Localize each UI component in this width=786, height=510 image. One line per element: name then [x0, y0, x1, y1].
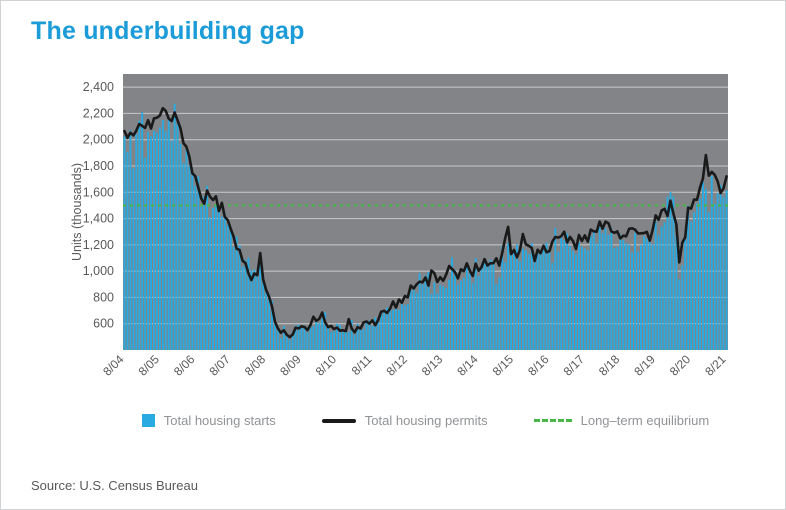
svg-text:8/16: 8/16: [525, 352, 552, 379]
svg-text:1,000: 1,000: [83, 264, 114, 278]
svg-text:800: 800: [93, 290, 114, 304]
chart: 600 800 1,000 1,200 1,400 1,600 1,800 2,000 2,20…: [1, 50, 785, 407]
legend-label: Long–term equilibrium: [580, 413, 710, 428]
svg-text:8/06: 8/06: [171, 352, 198, 379]
svg-text:8/14: 8/14: [454, 352, 481, 379]
svg-text:8/11: 8/11: [349, 352, 375, 378]
svg-text:8/21: 8/21: [702, 352, 729, 379]
svg-text:8/17: 8/17: [561, 352, 588, 379]
svg-text:2,400: 2,400: [83, 80, 114, 94]
source-text: Source: U.S. Census Bureau: [31, 478, 198, 493]
housing-starts-swatch-icon: [141, 414, 155, 427]
svg-text:8/05: 8/05: [136, 352, 163, 379]
legend-label: Total housing permits: [364, 413, 488, 428]
svg-text:2,200: 2,200: [83, 106, 114, 120]
svg-text:1,800: 1,800: [83, 159, 114, 173]
svg-text:1,600: 1,600: [83, 185, 114, 199]
legend-item-equilibrium: Long–term equilibrium: [533, 413, 710, 428]
svg-text:8/19: 8/19: [631, 352, 658, 379]
housing-starts-bars: [123, 103, 728, 351]
legend: Total housing starts Total housing permi…: [123, 413, 728, 428]
svg-text:8/07: 8/07: [206, 352, 233, 379]
svg-text:8/12: 8/12: [383, 352, 410, 379]
page-title: The underbuilding gap: [31, 17, 305, 45]
y-tick-labels: 600 800 1,000 1,200 1,400 1,600 1,800 2,000 2,20…: [83, 80, 114, 331]
legend-label: Total housing starts: [163, 413, 276, 428]
svg-text:8/15: 8/15: [490, 352, 517, 379]
permits-line: [123, 106, 728, 339]
equilibrium-swatch-icon: [533, 419, 572, 422]
legend-item-housing-starts: Total housing starts: [141, 413, 276, 428]
svg-text:8/09: 8/09: [277, 352, 304, 379]
svg-text:8/13: 8/13: [419, 352, 446, 379]
svg-text:8/10: 8/10: [313, 352, 340, 379]
svg-text:8/18: 8/18: [596, 352, 623, 379]
svg-text:8/04: 8/04: [100, 352, 127, 379]
svg-text:8/20: 8/20: [667, 352, 694, 379]
housing-permits-swatch-icon: [321, 418, 356, 423]
chart-canvas: 600 800 1,000 1,200 1,400 1,600 1,800 2,000 2,20…: [70, 74, 729, 379]
x-tick-labels: 8/04 8/05 8/06 8/07 8/08 8/09 8/10 8/11 8/12 8/13…: [100, 352, 729, 379]
y-axis-label: Units (thousands): [70, 163, 84, 261]
svg-text:1,400: 1,400: [83, 212, 114, 226]
svg-text:600: 600: [93, 317, 114, 331]
legend-item-housing-permits: Total housing permits: [321, 413, 488, 428]
svg-text:8/08: 8/08: [242, 352, 269, 379]
svg-text:1,200: 1,200: [83, 238, 114, 252]
svg-text:2,000: 2,000: [83, 133, 114, 147]
